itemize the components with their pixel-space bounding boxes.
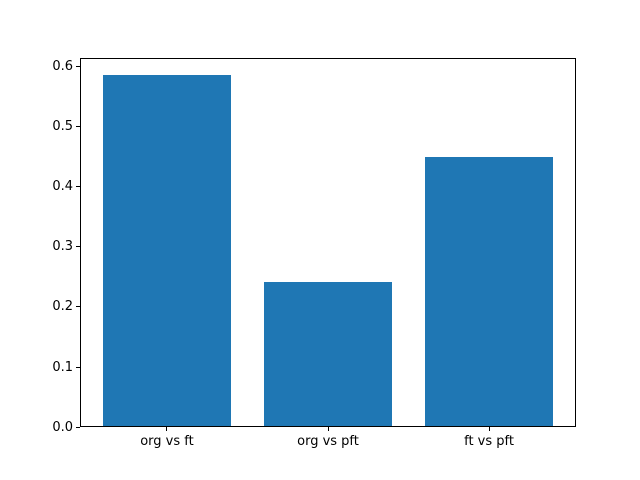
x-tick-label: org vs ft: [140, 434, 194, 450]
bar-org-vs-ft: [102, 75, 232, 427]
x-tick-label: org vs pft: [297, 434, 359, 450]
y-tick-mark: [76, 366, 80, 368]
y-tick-mark: [76, 125, 80, 127]
x-tick-mark: [488, 427, 490, 432]
y-tick-mark: [76, 65, 80, 67]
y-tick-label: 0.1: [52, 359, 73, 375]
y-tick-mark: [76, 186, 80, 188]
x-tick-label: ft vs pft: [464, 434, 514, 450]
bar-ft-vs-pft: [424, 157, 554, 427]
y-tick-label: 0.6: [52, 58, 73, 74]
y-tick-mark: [76, 426, 80, 428]
y-tick-label: 0.4: [52, 179, 73, 195]
y-tick-mark: [76, 306, 80, 308]
y-tick-label: 0.2: [52, 299, 73, 315]
x-tick-mark: [166, 427, 168, 432]
bar-org-vs-pft: [263, 281, 393, 427]
y-tick-label: 0.0: [52, 419, 73, 435]
y-tick-mark: [76, 246, 80, 248]
y-tick-label: 0.5: [52, 118, 73, 134]
y-tick-label: 0.3: [52, 239, 73, 255]
x-tick-mark: [327, 427, 329, 432]
